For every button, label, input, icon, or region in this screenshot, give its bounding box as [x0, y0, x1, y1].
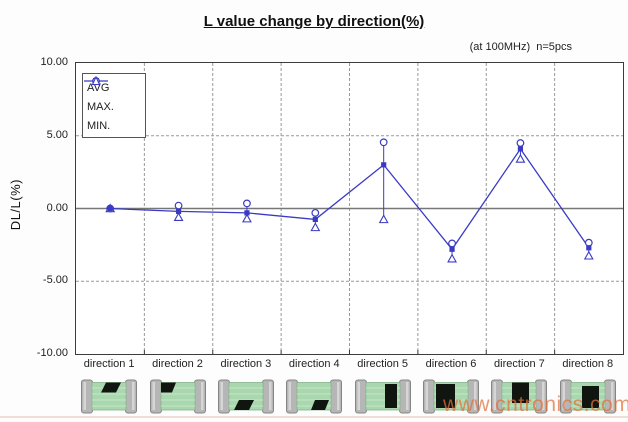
min-marker [583, 250, 594, 260]
chip-direction-mark [581, 386, 599, 408]
chip-direction-mark [436, 384, 456, 408]
max-marker [311, 208, 320, 217]
x-axis-label: direction 7 [494, 358, 545, 370]
x-axis-label: direction 6 [425, 358, 477, 370]
chip-image-4 [286, 379, 343, 414]
y-axis-tick-label: 10.00 [40, 56, 68, 68]
chip-image-1 [81, 379, 138, 414]
x-axis-label: direction 4 [288, 358, 340, 370]
legend-item: MAX. [87, 77, 145, 116]
y-axis-tick-label: 5.00 [46, 128, 68, 141]
chip-direction-mark [512, 382, 530, 403]
max-marker [516, 139, 525, 147]
bottom-divider [0, 416, 628, 418]
avg-marker [449, 246, 455, 252]
legend: AVG MAX. MIN. [82, 73, 146, 138]
avg-marker [586, 245, 592, 251]
chart-title: L value change by direction(%) [203, 13, 425, 30]
avg-marker [381, 162, 387, 168]
chip-image-6 [423, 379, 480, 414]
avg-marker [107, 205, 113, 212]
min-marker [447, 253, 457, 263]
chip-image-3 [217, 379, 274, 414]
max-marker [584, 238, 593, 247]
chip-direction-mark [101, 382, 122, 393]
min-marker [310, 222, 321, 232]
chip-direction-mark [311, 400, 330, 410]
min-marker [378, 214, 389, 224]
min-marker [173, 212, 184, 221]
min-marker [242, 213, 252, 223]
max-marker [448, 239, 456, 248]
chart-plot [76, 63, 623, 354]
legend-label: MAX. [87, 100, 114, 113]
chip-image-2 [149, 379, 206, 414]
x-axis-label: direction 2 [152, 358, 203, 370]
y-axis-tick-label: -5.00 [42, 274, 68, 287]
chip-direction-mark [233, 400, 254, 410]
x-axis-label: direction 5 [357, 358, 409, 370]
chip-image-5 [354, 379, 411, 414]
y-axis-tick-label: -10.00 [36, 347, 68, 359]
min-marker [515, 153, 526, 163]
max-marker [243, 199, 251, 208]
avg-marker [312, 216, 318, 223]
x-axis-label: direction 8 [562, 358, 614, 370]
chip-image-7 [491, 379, 548, 414]
x-axis-label: direction 1 [83, 358, 135, 370]
chart-annotation: (at 100MHz) n=5pcs [469, 41, 572, 53]
x-axis-label: direction 3 [220, 358, 272, 370]
avg-line [110, 147, 590, 251]
plot-area: AVG MAX. MIN. [75, 62, 624, 355]
avg-marker [244, 210, 250, 216]
legend-marker-icon [91, 75, 101, 86]
avg-marker [175, 208, 182, 215]
max-marker [379, 138, 388, 147]
chip-direction-mark [384, 384, 397, 408]
legend-item: MIN. [87, 75, 145, 135]
max-marker [174, 201, 183, 210]
watermark: www.cntronics.com [443, 393, 628, 416]
avg-marker [517, 146, 524, 152]
chip-image-8 [559, 379, 616, 414]
legend-label: MIN. [87, 119, 111, 132]
chip-direction-mark [160, 382, 176, 393]
y-axis-tick-label: 0.00 [46, 201, 68, 214]
